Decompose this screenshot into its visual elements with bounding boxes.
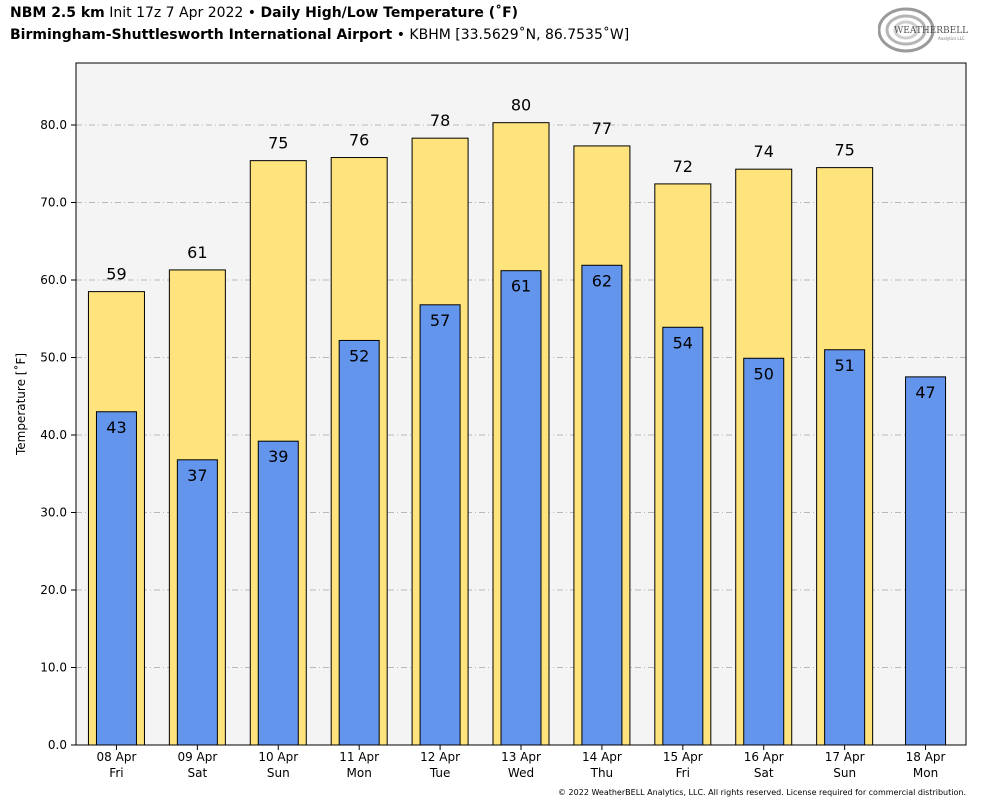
bar-low-temp: [824, 349, 866, 746]
chart-title-line-1: NBM 2.5 km Init 17z 7 Apr 2022 • Daily H…: [10, 5, 518, 21]
high-temp-label: 80: [511, 96, 531, 115]
y-axis-label: Temperature [˚F]: [13, 353, 28, 456]
x-tick-label-date: 13 Apr: [501, 750, 541, 764]
copyright-footer: © 2022 WeatherBELL Analytics, LLC. All r…: [558, 788, 966, 797]
x-tick-label-day: Sat: [754, 766, 774, 780]
x-tick-label-day: Fri: [109, 766, 123, 780]
title-separator: •: [247, 5, 257, 21]
x-tick-label-date: 09 Apr: [177, 750, 217, 764]
low-temp-label: 43: [106, 418, 126, 437]
bar-low-temp: [581, 264, 623, 746]
y-tick-label: 10.0: [40, 661, 67, 675]
y-tick-label: 0.0: [48, 738, 67, 752]
x-tick-label-day: Thu: [590, 766, 614, 780]
chart-title-line-2: Birmingham-Shuttlesworth International A…: [10, 27, 629, 43]
high-temp-label: 76: [349, 131, 369, 150]
x-tick-label-date: 14 Apr: [582, 750, 622, 764]
bar-low-temp: [743, 357, 785, 746]
x-tick-label-date: 17 Apr: [825, 750, 865, 764]
x-tick-label-day: Sat: [188, 766, 208, 780]
x-tick-label-day: Sun: [267, 766, 290, 780]
station-name: Birmingham-Shuttlesworth International A…: [10, 27, 393, 43]
low-temp-label: 37: [187, 466, 207, 485]
x-tick-label-day: Mon: [913, 766, 938, 780]
bar-low-temp: [95, 411, 137, 746]
high-temp-label: 59: [106, 265, 126, 284]
bar-low-temp: [905, 376, 947, 746]
high-temp-label: 78: [430, 111, 450, 130]
title-separator: •: [396, 27, 405, 43]
product-name: Daily High/Low Temperature (˚F): [260, 5, 519, 21]
model-name: NBM 2.5 km: [10, 5, 105, 21]
station-detail: KBHM [33.5629˚N, 86.7535˚W]: [409, 27, 630, 43]
logo-subtext: Analytics LLC: [938, 36, 965, 41]
low-temp-label: 52: [349, 346, 369, 365]
high-temp-label: 75: [268, 134, 288, 153]
high-temp-label: 72: [673, 157, 693, 176]
x-tick-label-day: Wed: [508, 766, 534, 780]
x-tick-label-day: Mon: [347, 766, 372, 780]
init-time: Init 17z 7 Apr 2022: [109, 5, 244, 21]
x-tick-label-date: 16 Apr: [744, 750, 784, 764]
x-tick-label-date: 12 Apr: [420, 750, 460, 764]
high-temp-label: 74: [754, 142, 774, 161]
low-temp-label: 62: [592, 271, 612, 290]
high-temp-label: 75: [834, 141, 854, 160]
high-temp-label: 77: [592, 119, 612, 138]
low-temp-label: 51: [834, 356, 854, 375]
bar-low-temp: [338, 339, 380, 746]
x-tick-label-day: Sun: [833, 766, 856, 780]
weatherbell-logo: WEATHERBELL Analytics LLC: [878, 7, 968, 53]
low-temp-label: 39: [268, 447, 288, 466]
bar-low-temp: [176, 459, 218, 746]
x-tick-label-date: 18 Apr: [906, 750, 946, 764]
bar-low-temp: [419, 304, 461, 746]
x-tick-label-date: 11 Apr: [339, 750, 379, 764]
bar-low-temp: [662, 326, 704, 746]
x-tick-label-day: Fri: [676, 766, 690, 780]
y-tick-label: 80.0: [40, 118, 67, 132]
bar-low-temp: [257, 440, 299, 746]
y-tick-label: 70.0: [40, 196, 67, 210]
y-tick-label: 40.0: [40, 428, 67, 442]
high-temp-label: 61: [187, 243, 207, 262]
logo-text: WEATHERBELL: [894, 26, 968, 36]
bar-low-temp: [500, 270, 542, 746]
low-temp-label: 61: [511, 277, 531, 296]
low-temp-label: 50: [754, 364, 774, 383]
y-tick-label: 50.0: [40, 351, 67, 365]
low-temp-label: 57: [430, 311, 450, 330]
y-tick-label: 20.0: [40, 583, 67, 597]
y-tick-label: 60.0: [40, 273, 67, 287]
x-tick-label-date: 15 Apr: [663, 750, 703, 764]
low-temp-label: 54: [673, 333, 693, 352]
y-tick-label: 30.0: [40, 506, 67, 520]
x-tick-label-day: Tue: [429, 766, 451, 780]
low-temp-label: 47: [915, 383, 935, 402]
x-tick-label-date: 10 Apr: [258, 750, 298, 764]
x-tick-label-date: 08 Apr: [97, 750, 137, 764]
